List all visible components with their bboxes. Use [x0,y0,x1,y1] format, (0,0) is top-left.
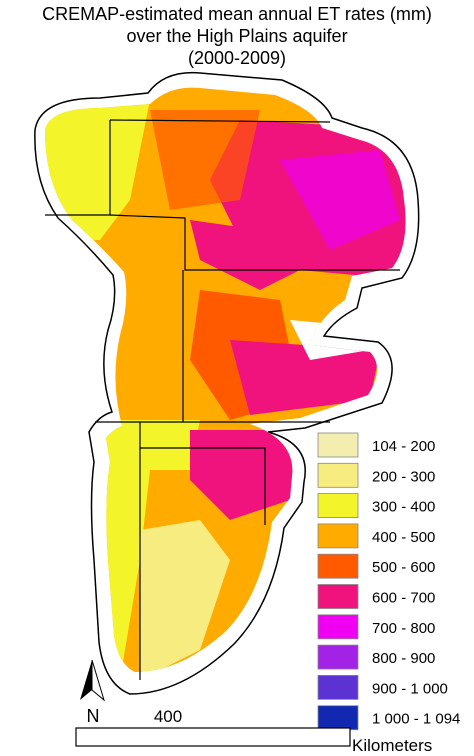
boundary [140,447,266,525]
legend-swatch [317,493,359,519]
boundary [109,119,331,123]
legend-label: 500 - 600 [372,559,435,576]
title-line: CREMAP-estimated mean annual ET rates (m… [42,4,432,24]
legend-swatch [317,584,359,609]
et-zone [190,220,300,290]
legend-swatch [317,432,359,458]
legend-swatch [317,614,359,640]
legend-label: 1 000 - 1 094 [372,711,460,728]
north-arrow: N [80,659,105,726]
scale-unit: Kilometers [352,736,432,755]
arrow-half [80,660,92,700]
boundary [109,214,400,271]
legend-swatch [317,705,359,731]
et-zone [150,110,260,210]
legend-label: 400 - 500 [372,529,435,546]
title-line: over the High Plains aquifer [126,26,347,46]
legend-swatch [317,462,359,488]
scale-distance: 400 [154,707,182,726]
legend-label: 104 - 200 [372,438,435,455]
et-zone [280,150,400,250]
legend-label: 800 - 900 [372,650,435,667]
state-boundaries [45,119,400,680]
title-line: (2000-2009) [188,48,286,68]
legend-label: 200 - 300 [372,468,435,485]
legend-swatch [317,553,359,579]
et-zone [140,520,230,672]
legend-label: 700 - 800 [372,620,435,637]
arrow-half [91,659,105,702]
legend: 104 - 200 200 - 300 300 - 400 400 - 500 500 … [317,432,460,731]
title: CREMAP-estimated mean annual ET rates (m… [42,4,432,68]
legend-swatch [317,644,359,670]
et-zone [230,340,380,415]
legend-label: 300 - 400 [372,499,435,516]
north-label: N [87,706,100,726]
legend-swatch [317,675,359,700]
scale-rect [75,727,351,747]
scale-bar: 400 Kilometers [75,707,432,755]
et-zone [190,430,300,520]
legend-label: 600 - 700 [372,590,435,607]
et-zone [90,420,200,672]
legend-label: 900 - 1 000 [372,680,448,697]
legend-swatch [317,523,359,549]
